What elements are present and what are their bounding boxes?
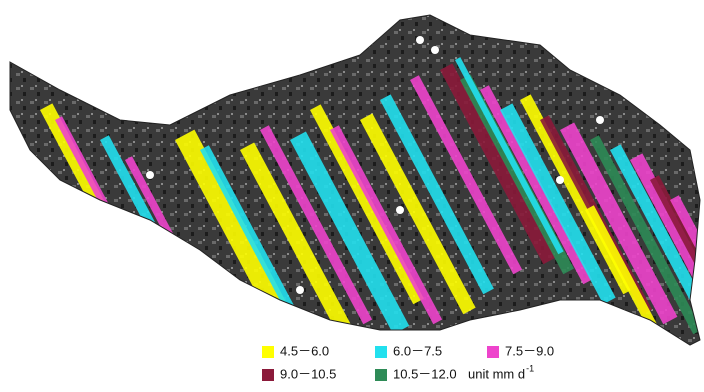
legend-label: 10.5－12.0: [393, 366, 457, 381]
speckle: [146, 171, 154, 179]
speckle: [246, 296, 254, 304]
legend: 4.5－6.0 6.0－7.5 7.5－9.0 9.0－10.5 10.5－12.0 un…: [262, 343, 554, 381]
legend-unit-exponent: -1: [526, 363, 534, 373]
legend-label: 4.5－6.0: [280, 343, 329, 358]
legend-label: 9.0－10.5: [280, 366, 336, 381]
map-figure: 4.5－6.0 6.0－7.5 7.5－9.0 9.0－10.5 10.5－12.0 un…: [0, 0, 704, 392]
speckle: [431, 46, 439, 54]
legend-label: 7.5－9.0: [505, 343, 554, 358]
legend-swatch: [262, 346, 274, 358]
speckle: [416, 36, 424, 44]
speckle: [596, 116, 604, 124]
legend-swatch: [262, 369, 274, 381]
legend-swatch: [487, 346, 499, 358]
speckle: [396, 206, 404, 214]
speckle: [296, 286, 304, 294]
page: 4.5－6.0 6.0－7.5 7.5－9.0 9.0－10.5 10.5－12.0 un…: [0, 0, 704, 392]
legend-unit: unit mm d: [468, 366, 525, 381]
legend-swatch: [375, 369, 387, 381]
map-area: [0, 0, 704, 392]
speckle: [556, 176, 564, 184]
legend-swatch: [375, 346, 387, 358]
legend-label: 6.0－7.5: [393, 343, 442, 358]
